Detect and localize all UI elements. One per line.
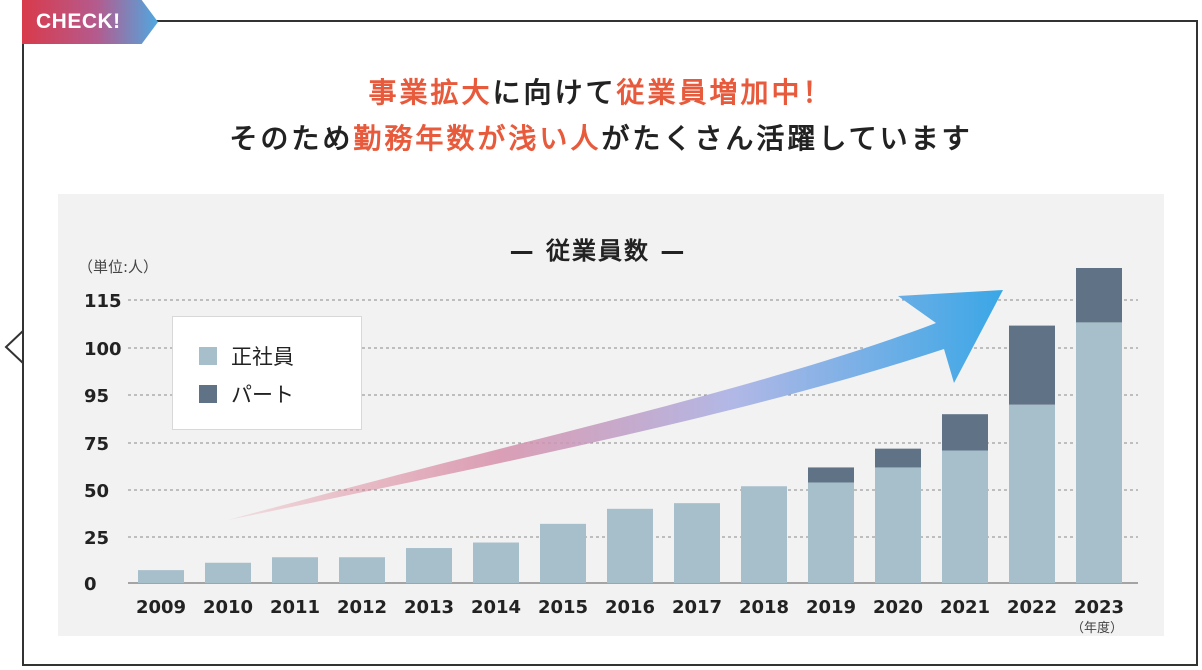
y-tick-label: 0 <box>84 574 97 595</box>
chart-legend: 正社員 パート <box>172 316 362 430</box>
headline-seg: に向けて <box>492 76 617 109</box>
legend-label-part-time: パート <box>231 383 294 407</box>
y-tick-label: 115 <box>84 291 122 312</box>
legend-item-part-time: パート <box>199 375 361 413</box>
bar-part-time <box>1076 268 1122 323</box>
x-tick-label: 2015 <box>538 597 588 618</box>
bar-full-time <box>339 557 385 583</box>
headline-seg: 従業員増加中！ <box>616 76 834 109</box>
x-tick-label: 2016 <box>605 597 655 618</box>
bar-part-time <box>1009 325 1055 405</box>
bar-full-time <box>540 523 586 583</box>
growth-arrow <box>228 290 1003 520</box>
x-tick-label: 2018 <box>739 597 789 618</box>
x-tick-label: 2022 <box>1007 597 1057 618</box>
bar-full-time <box>406 548 452 583</box>
x-tick-label: 2010 <box>203 597 253 618</box>
x-tick-label: 2023 <box>1074 597 1124 618</box>
bar-full-time <box>473 542 519 583</box>
bar-full-time <box>942 450 988 583</box>
bar-part-time <box>875 448 921 468</box>
headline-seg: がたくさん活躍しています <box>601 122 973 155</box>
chart-title: — 従業員数 — <box>510 237 687 265</box>
x-tick-label: 2014 <box>471 597 521 618</box>
check-badge: CHECK! <box>22 0 158 44</box>
bar-full-time <box>808 482 854 583</box>
headline-seg: 勤務年数が浅い人 <box>353 122 602 155</box>
x-tick-label: 2009 <box>136 597 186 618</box>
bar-part-time <box>808 467 854 483</box>
bar-full-time <box>875 467 921 583</box>
y-tick-label: 100 <box>84 339 122 360</box>
bar-full-time <box>205 562 251 583</box>
x-tick-label: 2011 <box>270 597 320 618</box>
y-tick-label: 95 <box>84 386 109 407</box>
check-badge-label: CHECK! <box>36 10 121 33</box>
headline-line-2: そのため勤務年数が浅い人がたくさん活躍しています <box>0 117 1202 157</box>
y-tick-label: 25 <box>84 528 109 549</box>
headline-line-1: 事業拡大に向けて従業員増加中！ <box>0 71 1202 111</box>
bar-part-time <box>942 414 988 451</box>
x-tick-label: 2021 <box>940 597 990 618</box>
bar-full-time <box>272 557 318 583</box>
x-tick-label: 2020 <box>873 597 923 618</box>
legend-swatch-part-time <box>199 385 217 403</box>
bar-full-time <box>741 486 787 583</box>
legend-swatch-full-time <box>199 347 217 365</box>
x-tick-label: 2019 <box>806 597 856 618</box>
legend-item-full-time: 正社員 <box>199 337 361 375</box>
x-tick-label: 2017 <box>672 597 722 618</box>
y-unit-label: （単位:人） <box>78 258 158 276</box>
headline-seg: 事業拡大 <box>368 76 493 109</box>
y-tick-label: 50 <box>84 481 109 502</box>
y-tick-label: 75 <box>84 434 109 455</box>
x-tick-label: 2013 <box>404 597 454 618</box>
bar-full-time <box>674 503 720 583</box>
legend-label-full-time: 正社員 <box>231 345 294 369</box>
bar-full-time <box>1076 322 1122 583</box>
x-tick-label: 2012 <box>337 597 387 618</box>
headline-seg: そのため <box>229 122 354 155</box>
bar-full-time <box>1009 404 1055 583</box>
x-unit-label: （年度） <box>1071 620 1123 636</box>
bar-full-time <box>138 570 184 583</box>
bar-full-time <box>607 508 653 583</box>
